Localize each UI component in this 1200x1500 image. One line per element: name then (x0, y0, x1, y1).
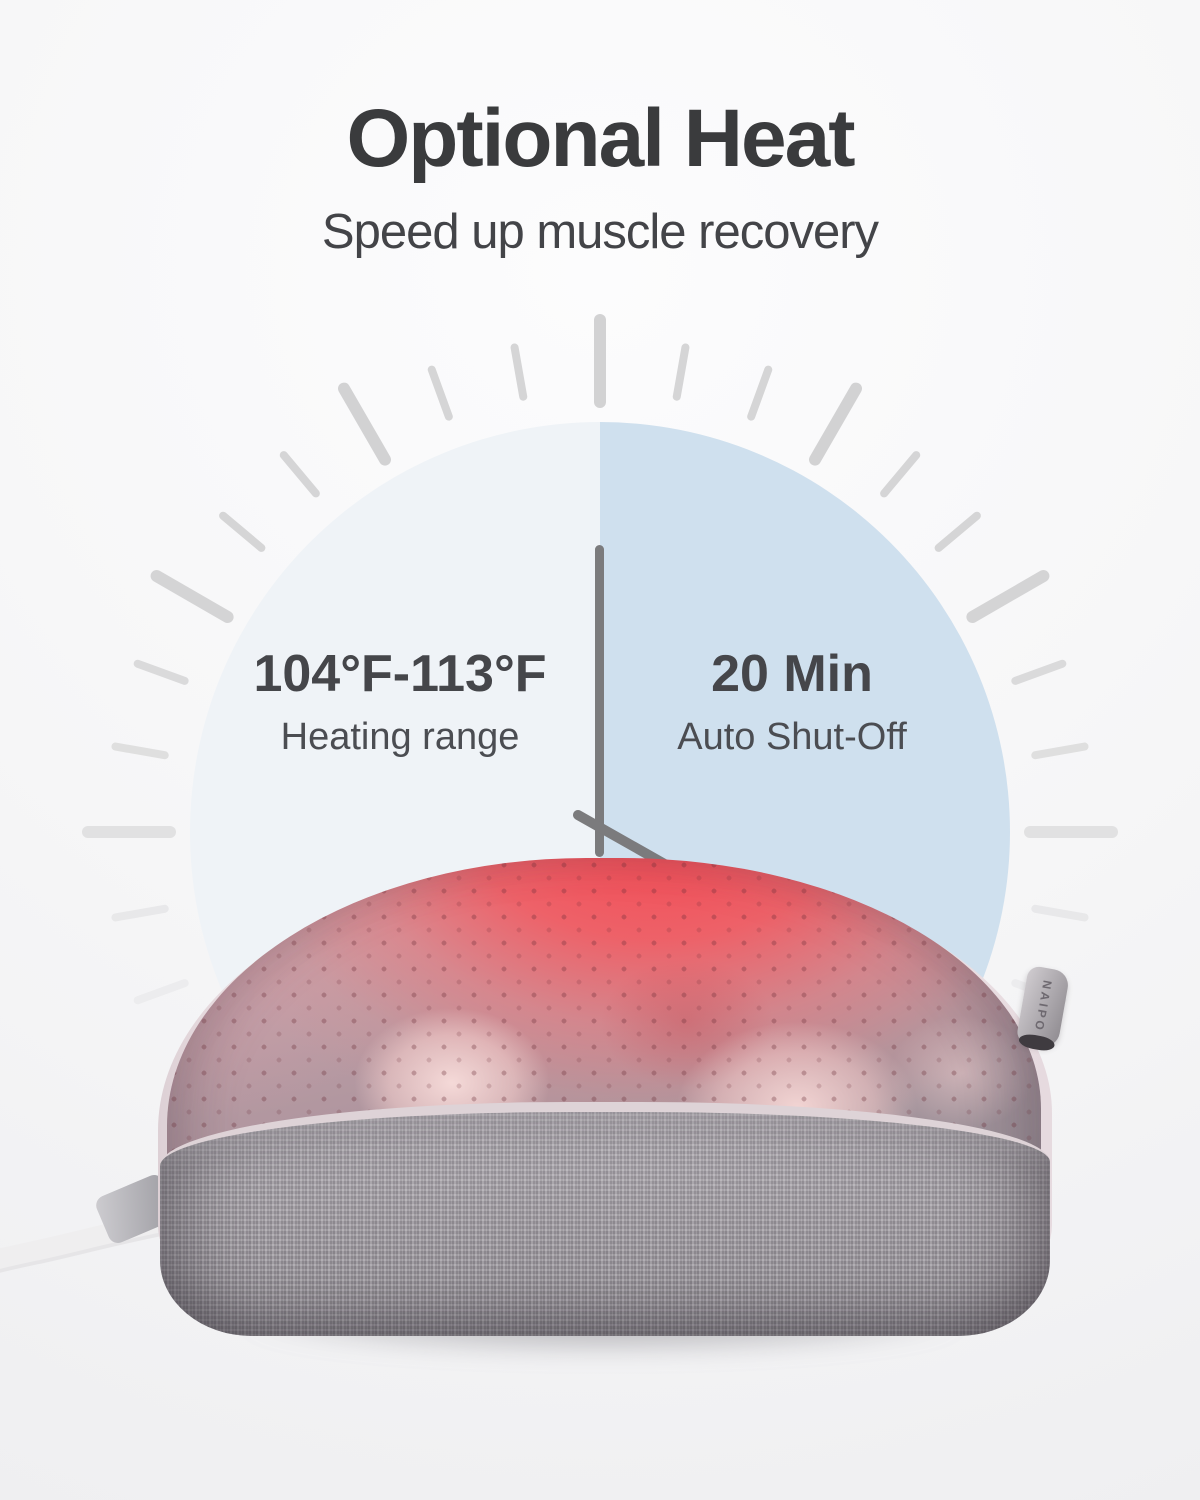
tick-mark (746, 364, 774, 422)
tick-mark (426, 364, 454, 422)
auto-shutoff-block: 20 Min Auto Shut-Off (602, 648, 982, 756)
tick-mark (1030, 741, 1090, 760)
tick-mark (878, 449, 922, 500)
page-title: Optional Heat (346, 93, 855, 184)
tick-mark (335, 380, 394, 468)
heating-range-label: Heating range (280, 716, 520, 758)
tick-mark (1010, 658, 1068, 686)
clock-minute-hand (595, 545, 604, 857)
tick-mark (110, 741, 170, 760)
heating-range-block: 104°F-113°F Heating range (200, 648, 600, 756)
pillow-base-band (160, 1102, 1050, 1336)
tick-mark (932, 510, 983, 554)
auto-shutoff-value: 20 Min (711, 645, 873, 703)
heating-range-value: 104°F-113°F (253, 645, 547, 703)
tick-mark (594, 314, 606, 408)
tick-mark (806, 380, 865, 468)
tick-mark (964, 567, 1052, 626)
brand-tag-label: NAIPO (1031, 979, 1055, 1035)
tick-mark (82, 826, 176, 838)
header: Optional Heat Speed up muscle recovery (0, 92, 1200, 260)
massage-pillow: NAIPO (158, 854, 1071, 1336)
tick-mark (672, 342, 691, 402)
tick-mark (509, 342, 528, 402)
tick-mark (132, 658, 190, 686)
tick-mark (148, 567, 236, 626)
auto-shutoff-label: Auto Shut-Off (677, 716, 907, 758)
tick-mark (1024, 826, 1118, 838)
tick-mark (217, 510, 268, 554)
page-subtitle: Speed up muscle recovery (321, 205, 879, 259)
tick-mark (278, 449, 322, 500)
